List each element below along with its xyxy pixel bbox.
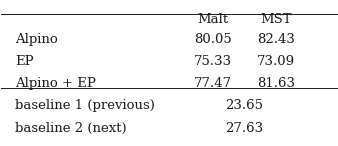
- Text: 23.65: 23.65: [225, 99, 263, 113]
- Text: 81.63: 81.63: [257, 77, 295, 90]
- Text: MST: MST: [261, 13, 292, 26]
- Text: baseline 2 (next): baseline 2 (next): [15, 122, 126, 135]
- Text: baseline 1 (previous): baseline 1 (previous): [15, 99, 155, 113]
- Text: EP: EP: [15, 55, 33, 68]
- Text: Malt: Malt: [197, 13, 228, 26]
- Text: 80.05: 80.05: [194, 33, 232, 46]
- Text: Alpino + EP: Alpino + EP: [15, 77, 96, 90]
- Text: 27.63: 27.63: [225, 122, 264, 135]
- Text: 73.09: 73.09: [257, 55, 295, 68]
- Text: 82.43: 82.43: [257, 33, 295, 46]
- Text: 75.33: 75.33: [194, 55, 232, 68]
- Text: 77.47: 77.47: [194, 77, 232, 90]
- Text: Alpino: Alpino: [15, 33, 57, 46]
